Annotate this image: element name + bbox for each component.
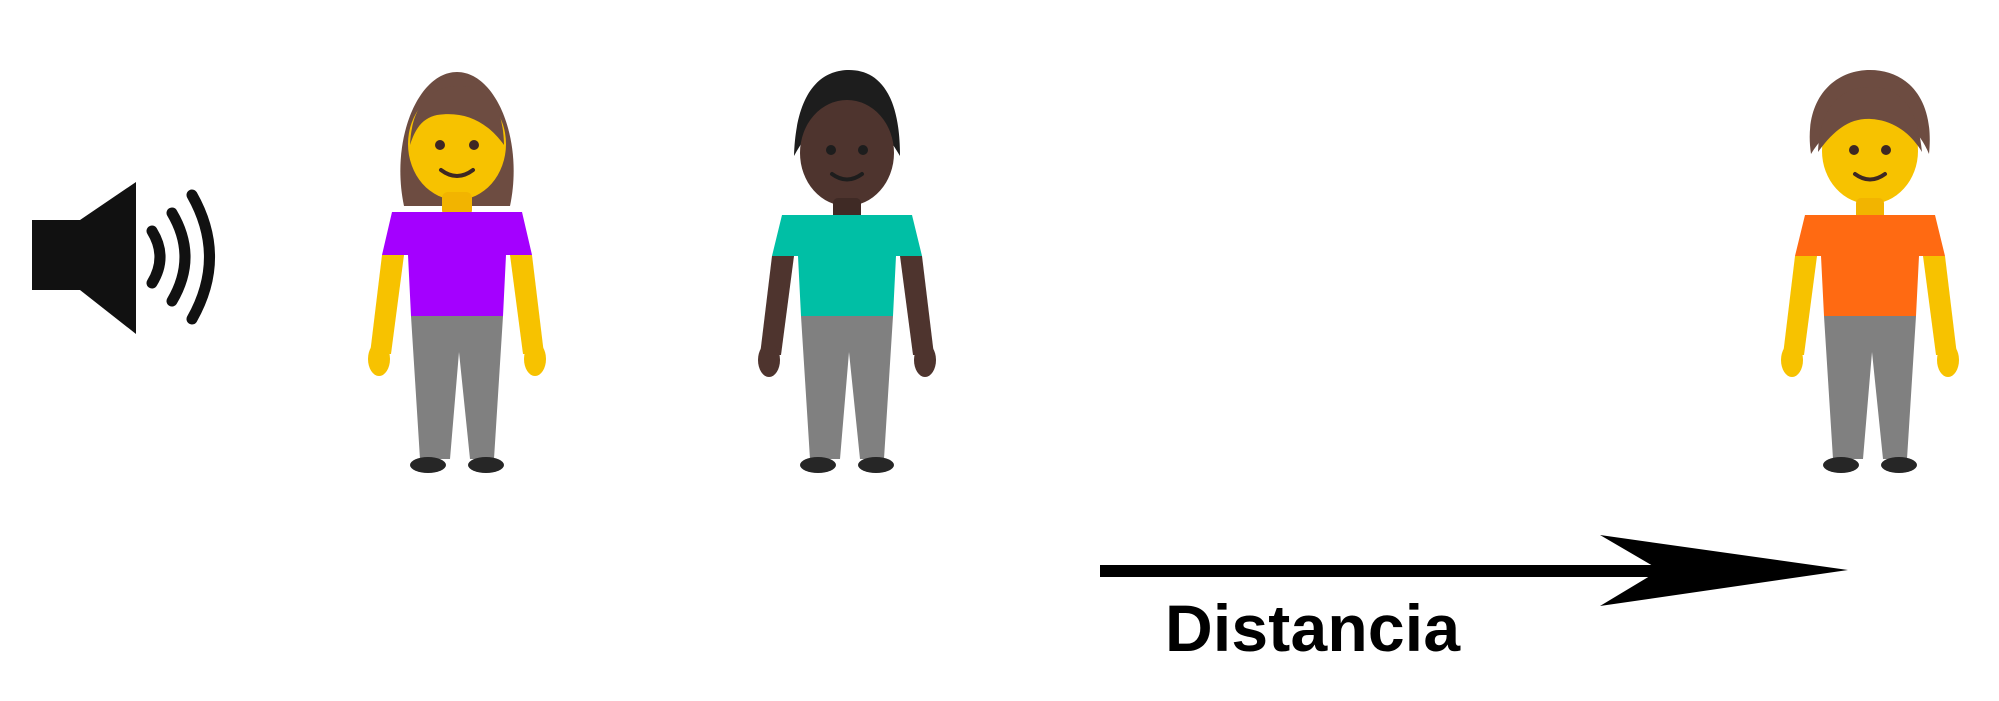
distance-label: Distancia (1165, 591, 1461, 665)
man-standing-icon (758, 70, 936, 473)
speaker-sound-icon (32, 182, 215, 334)
distance-arrow-icon (1100, 535, 1848, 606)
woman-standing-icon (368, 72, 546, 473)
person-standing-icon (1781, 70, 1959, 473)
